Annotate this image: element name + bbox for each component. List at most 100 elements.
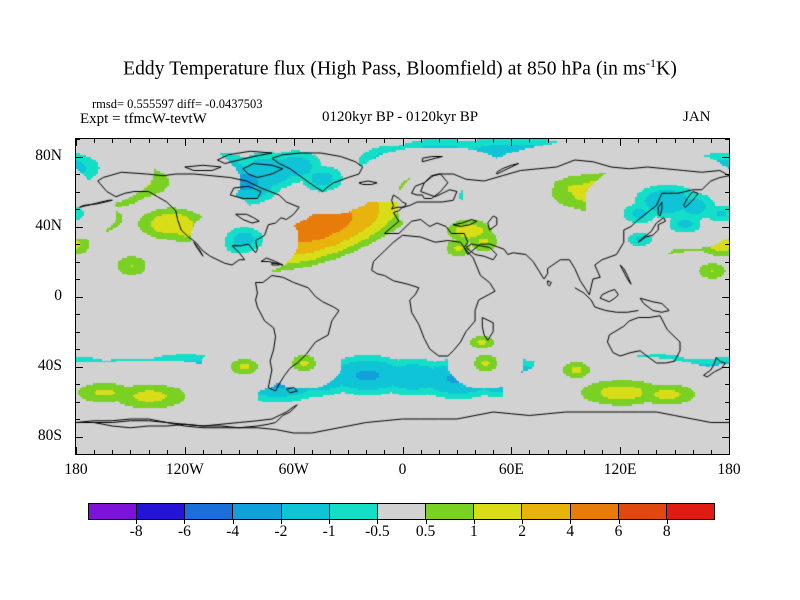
colorbar-band — [232, 504, 281, 519]
y-tick — [76, 454, 80, 455]
y-tick — [76, 227, 83, 228]
colorbar-tick-label: 1 — [469, 523, 478, 540]
x-axis-tick-label: 120E — [603, 461, 637, 478]
x-tick-top — [221, 139, 222, 143]
x-tick — [239, 450, 240, 454]
y-tick — [76, 419, 80, 420]
colorbar-tick-label: -6 — [177, 523, 191, 540]
x-tick — [130, 450, 131, 454]
y-axis-tick-label: 40S — [37, 356, 62, 374]
x-tick — [638, 450, 639, 454]
x-tick-top — [330, 139, 331, 143]
x-tick-top — [312, 139, 313, 143]
colorbar-tick-label: -1 — [322, 523, 336, 540]
x-tick — [439, 450, 440, 454]
y-tick — [76, 157, 83, 158]
x-tick — [620, 447, 621, 454]
y-tick-right — [725, 279, 729, 280]
colorbar-band — [376, 504, 426, 519]
colorbar-tick — [522, 520, 524, 524]
x-tick-top — [276, 139, 277, 143]
x-tick-top — [584, 139, 585, 143]
colorbar-band — [521, 504, 570, 519]
colorbar-band — [136, 504, 185, 519]
y-tick-right — [725, 419, 729, 420]
x-tick-top — [384, 139, 385, 143]
x-tick-top — [457, 139, 458, 143]
colorbar-tick — [280, 520, 282, 524]
x-tick-top — [693, 139, 694, 143]
x-axis-tick-label: 60W — [278, 461, 309, 478]
x-tick — [421, 450, 422, 454]
x-axis-tick-label: 180 — [717, 461, 741, 478]
colorbar-tick — [184, 520, 186, 524]
colorbar-band — [280, 504, 329, 519]
colorbar-band — [617, 504, 666, 519]
colorbar-tick-label: 4 — [566, 523, 575, 540]
x-axis-tick-label: 120W — [165, 461, 204, 478]
title-suffix: K) — [656, 58, 677, 80]
rmsd-statistics-text: rmsd= 0.555597 diff= -0.0437503 — [92, 97, 263, 111]
x-tick — [312, 450, 313, 454]
colorbar-tick — [425, 520, 427, 524]
colorbar-band — [89, 504, 137, 519]
y-axis-tick-label: 0 — [54, 286, 62, 304]
x-tick-top — [675, 139, 676, 143]
colorbar-tick-label: -2 — [274, 523, 288, 540]
y-tick-right — [725, 192, 729, 193]
x-tick — [294, 447, 295, 454]
x-tick-top — [475, 139, 476, 143]
y-tick — [76, 314, 80, 315]
y-tick-right — [725, 139, 729, 140]
x-tick-top — [294, 139, 295, 146]
x-tick-top — [94, 139, 95, 143]
page-title: Eddy Temperature flux (High Pass, Bloomf… — [0, 56, 800, 81]
x-tick-top — [112, 139, 113, 143]
y-tick — [76, 332, 80, 333]
y-tick — [76, 367, 83, 368]
y-tick-right — [722, 437, 729, 438]
x-tick-top — [167, 139, 168, 143]
y-tick-right — [725, 454, 729, 455]
x-tick — [94, 450, 95, 454]
y-tick-right — [725, 314, 729, 315]
title-prefix: Eddy Temperature flux (High Pass, Bloomf… — [123, 58, 646, 80]
y-axis-tick-label: 40N — [35, 216, 62, 234]
y-axis-tick-label: 80S — [37, 426, 62, 444]
y-tick — [76, 349, 80, 350]
colorbar-tick-label: 8 — [662, 523, 671, 540]
y-tick — [76, 139, 80, 140]
x-tick — [149, 450, 150, 454]
colorbar-tick-label: -4 — [226, 523, 240, 540]
colorbar-tick-labels: -8 -6 -4 -2 -1 -0.5 0.5 1 2 4 6 8 — [88, 523, 715, 545]
x-tick — [548, 450, 549, 454]
x-tick — [457, 450, 458, 454]
colorbar-tick-label: -0.5 — [365, 523, 390, 540]
x-tick-top — [602, 139, 603, 143]
y-tick — [76, 209, 80, 210]
colorbar-tick-label: 6 — [614, 523, 623, 540]
map-plot-area — [75, 138, 730, 455]
y-tick — [76, 174, 80, 175]
y-tick-right — [725, 402, 729, 403]
x-tick-top — [76, 139, 77, 146]
y-tick — [76, 192, 80, 193]
x-tick — [330, 450, 331, 454]
y-tick — [76, 244, 80, 245]
x-tick — [403, 447, 404, 454]
x-tick-top — [548, 139, 549, 143]
x-tick-top — [620, 139, 621, 146]
x-tick — [656, 450, 657, 454]
x-tick — [167, 450, 168, 454]
x-tick-top — [729, 139, 730, 146]
colorbar-tick — [618, 520, 620, 524]
y-tick-right — [725, 262, 729, 263]
y-tick — [76, 297, 83, 298]
period-label: 0120kyr BP - 0120kyr BP — [322, 109, 479, 125]
y-tick-right — [722, 227, 729, 228]
colorbar-tick — [666, 520, 668, 524]
x-tick — [675, 450, 676, 454]
x-tick-top — [493, 139, 494, 143]
y-tick — [76, 262, 80, 263]
x-tick — [221, 450, 222, 454]
